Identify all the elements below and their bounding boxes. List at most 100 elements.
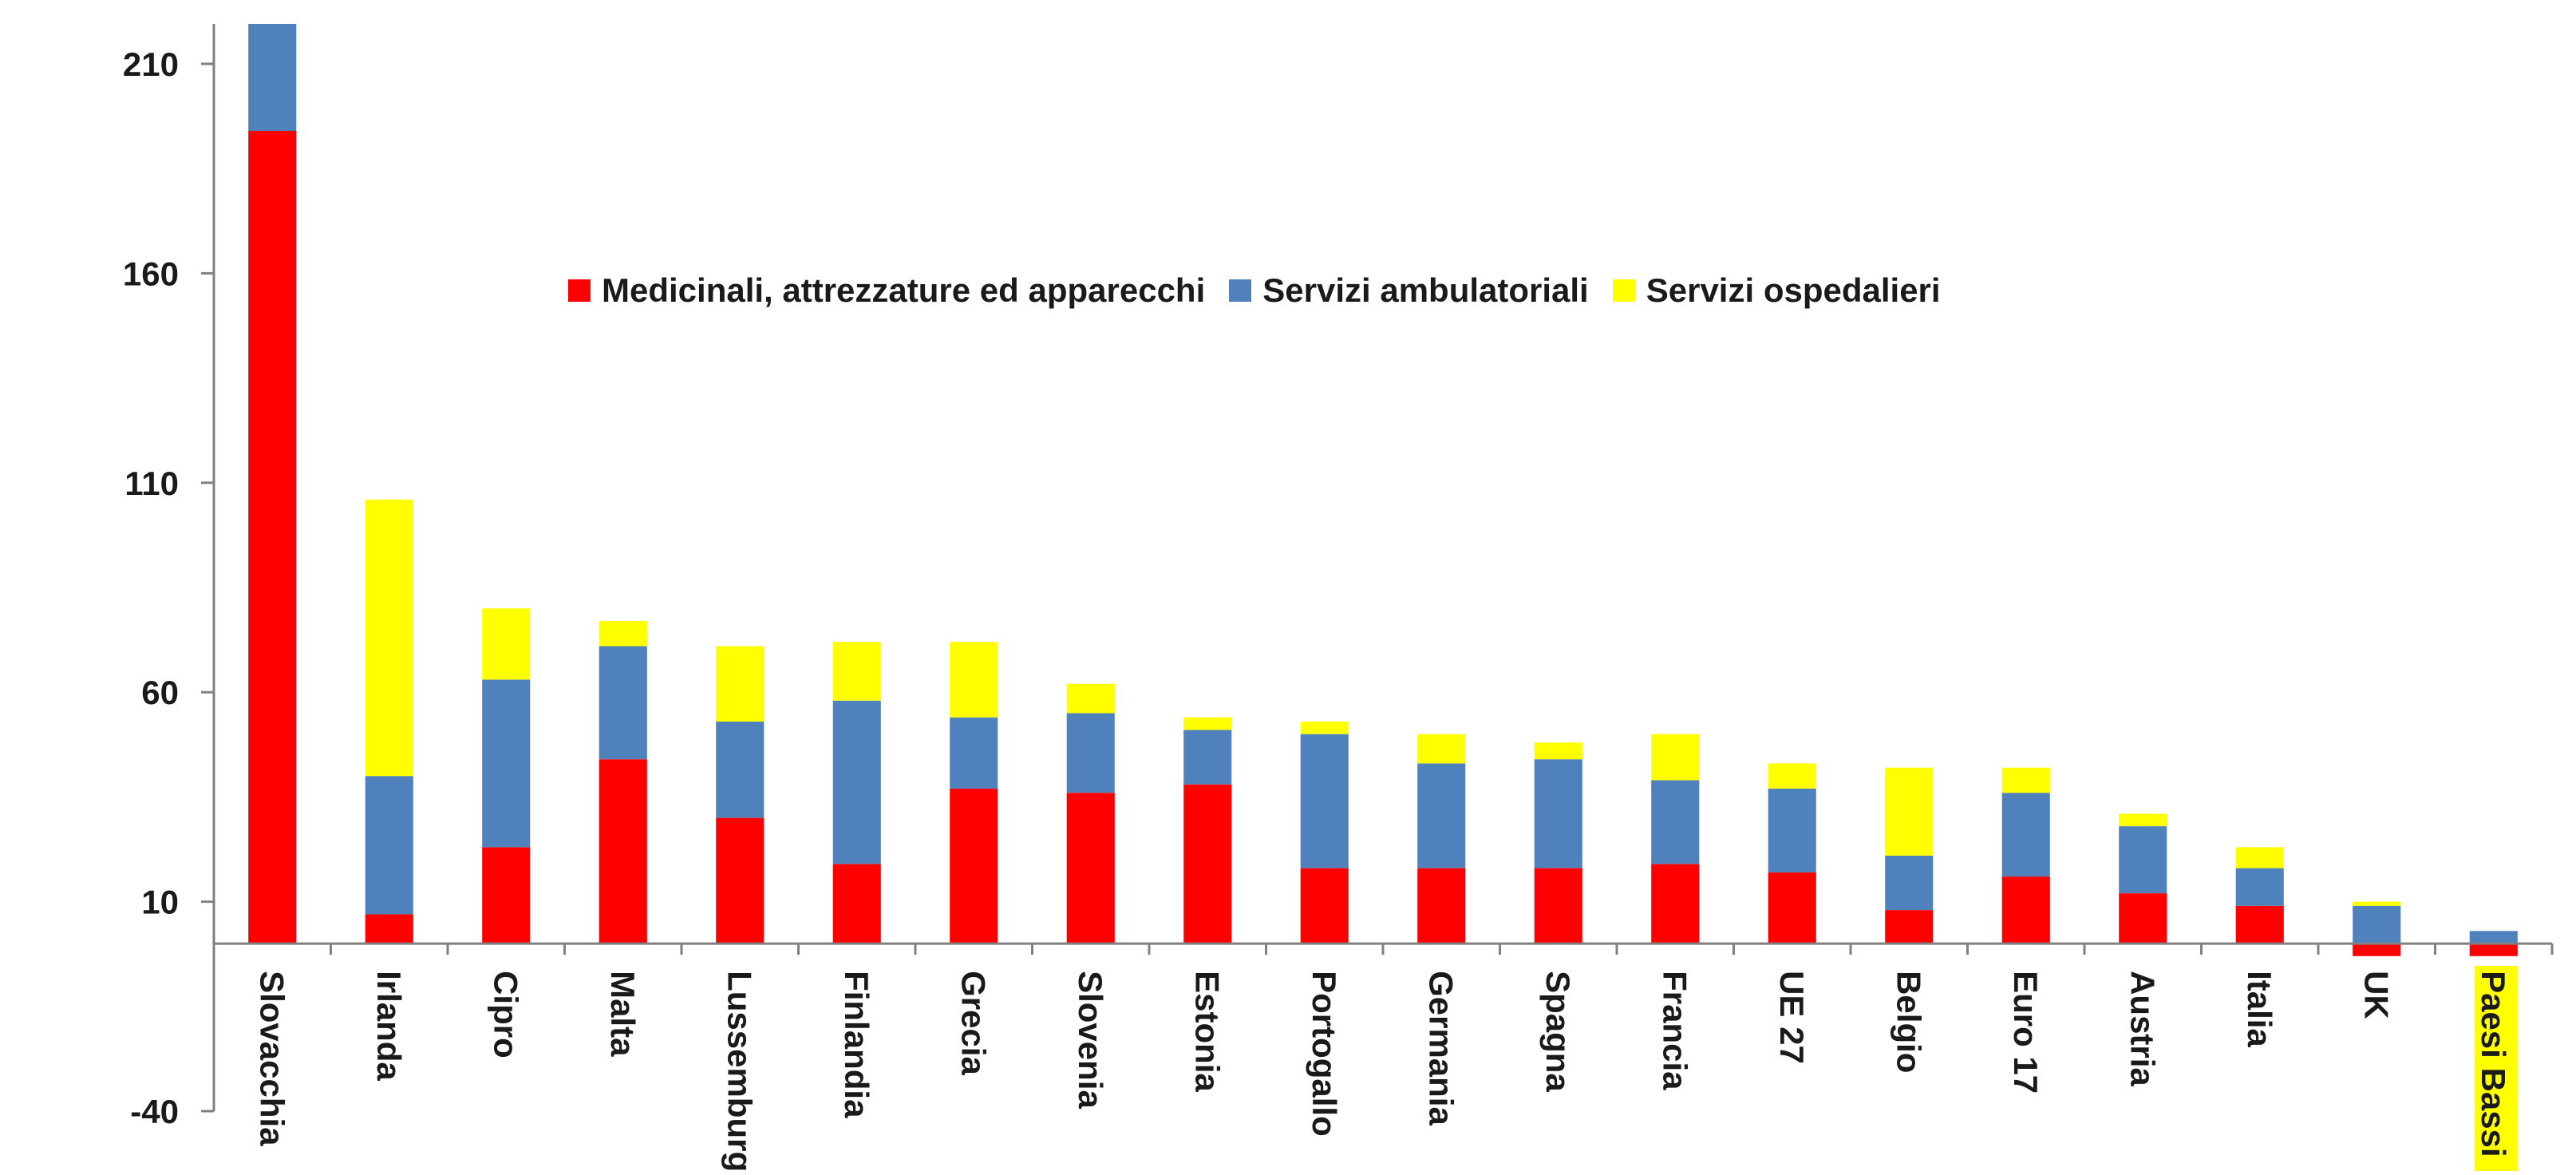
bar-cipro-series-2 <box>482 608 531 680</box>
x-label-group: Austria <box>2124 971 2161 1086</box>
bar-malta-series-2 <box>599 621 647 647</box>
x-label-group: Euro 17 <box>2007 971 2045 1094</box>
y-tick-label: 10 <box>141 884 179 921</box>
x-tick-label: Euro 17 <box>2007 971 2045 1094</box>
bar-euro-17-series-2 <box>2001 767 2050 793</box>
x-tick-label: Italia <box>2241 971 2278 1047</box>
bar-finlandia-series-1 <box>832 700 881 864</box>
bar-slovenia-series-1 <box>1066 713 1115 793</box>
bar-spagna-series-0 <box>1534 868 1582 944</box>
bar-lussemburgo-series-0 <box>716 817 765 944</box>
y-tick-label: 160 <box>123 255 179 292</box>
x-label-highlight <box>2474 966 2518 1175</box>
bar-ue-27-series-1 <box>1768 788 1816 872</box>
bar-irlanda-series-0 <box>365 914 413 944</box>
x-tick-label: UE 27 <box>1773 971 1811 1064</box>
bar-finlandia-series-2 <box>832 642 881 701</box>
x-label-group: Francia <box>1656 971 1693 1090</box>
axes-layer <box>201 24 2554 1113</box>
y-tick-labels: 210 160 110 60 10 -40 <box>123 45 179 1130</box>
x-tick-label: Francia <box>1656 971 1693 1090</box>
legend-label-medicinali: Medicinali, attrezzature ed apparecchi <box>602 271 1206 309</box>
bar-belgio-series-2 <box>1885 767 1934 856</box>
bar-francia-series-2 <box>1651 734 1700 781</box>
x-label-group: Irlanda <box>370 971 408 1081</box>
bar-austria-series-1 <box>2119 826 2167 894</box>
bar-estonia-series-1 <box>1183 730 1232 785</box>
bar-finlandia-series-0 <box>832 864 881 944</box>
x-label-group: UK <box>2357 971 2395 1019</box>
y-tick-label: 110 <box>124 465 179 502</box>
x-tick-label: Malta <box>604 971 642 1057</box>
x-label-group: Portogallo <box>1306 971 1343 1137</box>
legend-item-ospedalieri: Servizi ospedalieri <box>1612 271 1941 310</box>
x-tick-label: Austria <box>2124 971 2161 1086</box>
bar-portogallo-series-2 <box>1300 721 1349 734</box>
x-tick-label: Cipro <box>487 971 524 1058</box>
x-tick-label: UK <box>2357 971 2395 1019</box>
bar-estonia-series-0 <box>1183 784 1232 944</box>
x-label-group: Slovenia <box>1072 971 1109 1109</box>
x-label-group: Grecia <box>954 971 992 1075</box>
x-label-group: Spagna <box>1539 971 1577 1092</box>
bar-ue-27-series-2 <box>1768 763 1816 789</box>
bar-italia-series-0 <box>2235 905 2284 944</box>
bar-estonia-series-2 <box>1183 717 1232 730</box>
bar-ue-27-series-0 <box>1768 872 1816 944</box>
x-label-group: Paesi Bassi <box>2474 966 2518 1175</box>
y-tick-label: 60 <box>141 674 179 711</box>
x-label-group: Estonia <box>1188 971 1226 1092</box>
y-tick-label: -40 <box>130 1093 179 1130</box>
bar-austria-series-2 <box>2119 813 2167 827</box>
x-label-group: Cipro <box>487 971 524 1058</box>
bar-germania-series-0 <box>1417 868 1466 944</box>
x-tick-labels: Slovacchia Irlanda Cipro Malta Lussemburgo Fi… <box>253 966 2518 1175</box>
bar-uk-series-1 <box>2353 905 2401 944</box>
bar-lussemburgo-series-2 <box>716 646 765 722</box>
bar-francia-series-0 <box>1651 864 1700 944</box>
bar-irlanda-series-1 <box>365 776 413 915</box>
bar-uk-series-0 <box>2353 944 2401 956</box>
x-tick-label: Germania <box>1422 971 1460 1126</box>
x-tick-label: Slovenia <box>1072 971 1109 1109</box>
legend: Medicinali, attrezzature ed apparecchi S… <box>568 271 1941 310</box>
x-label-group: Malta <box>604 971 642 1057</box>
bar-portogallo-series-1 <box>1300 734 1349 868</box>
bar-euro-17-series-1 <box>2001 793 2050 877</box>
x-label-group: Lussemburgo <box>721 971 758 1175</box>
bar-grecia-series-0 <box>950 788 998 944</box>
bar-euro-17-series-0 <box>2001 876 2050 944</box>
bar-italia-series-2 <box>2235 847 2284 868</box>
bar-malta-series-0 <box>599 759 647 944</box>
legend-label-ospedalieri: Servizi ospedalieri <box>1646 271 1941 309</box>
bar-slovacchia-series-1 <box>248 24 297 131</box>
x-label-group: Slovacchia <box>253 971 290 1146</box>
bar-slovenia-series-2 <box>1066 683 1115 714</box>
x-label-group: Italia <box>2241 971 2278 1047</box>
bar-lussemburgo-series-1 <box>716 721 765 818</box>
x-tick-label: Slovacchia <box>253 971 290 1146</box>
x-tick-label: Paesi Bassi <box>2475 971 2512 1157</box>
x-tick-label: Portogallo <box>1306 971 1343 1137</box>
bar-germania-series-2 <box>1417 734 1466 764</box>
x-tick-label: Estonia <box>1188 971 1226 1092</box>
x-tick-label: Lussemburgo <box>721 971 758 1171</box>
bar-portogallo-series-0 <box>1300 868 1349 944</box>
x-tick-label: Finlandia <box>838 971 875 1118</box>
bar-austria-series-0 <box>2119 893 2167 944</box>
bar-malta-series-1 <box>599 646 647 760</box>
x-label-group: UE 27 <box>1773 971 1811 1064</box>
x-label-group: Germania <box>1422 971 1460 1126</box>
bar-spagna-series-1 <box>1534 759 1582 868</box>
bar-slovenia-series-0 <box>1066 793 1115 944</box>
x-label-group: Finlandia <box>838 971 875 1118</box>
bar-spagna-series-2 <box>1534 742 1582 760</box>
legend-item-medicinali: Medicinali, attrezzature ed apparecchi <box>568 271 1205 310</box>
bar-cipro-series-0 <box>482 847 531 944</box>
legend-label-ambulatoriali: Servizi ambulatoriali <box>1262 271 1589 309</box>
legend-swatch-ospedalieri <box>1612 279 1635 302</box>
legend-swatch-medicinali <box>568 279 591 302</box>
bar-grecia-series-2 <box>950 642 998 718</box>
